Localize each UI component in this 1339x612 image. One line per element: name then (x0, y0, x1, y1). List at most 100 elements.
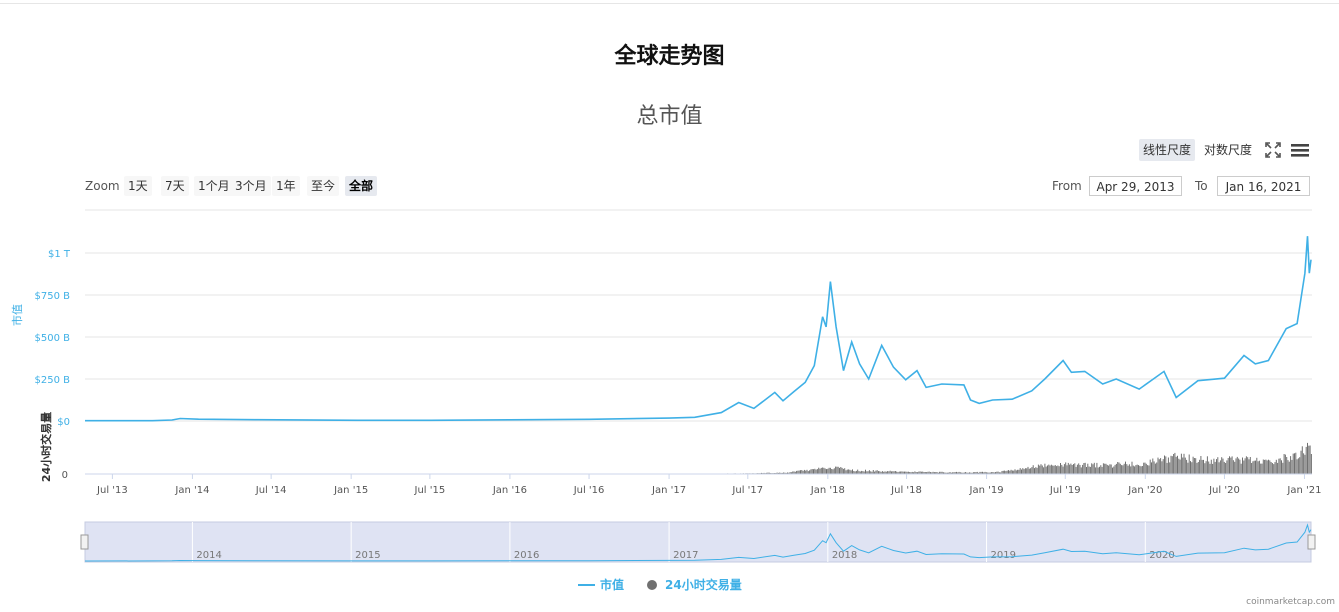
volume-bar (943, 472, 944, 474)
x-tick-label: Jul '18 (890, 485, 922, 496)
volume-bar (1108, 465, 1110, 474)
volume-bar (1015, 470, 1017, 474)
volume-bar (868, 470, 870, 474)
volume-bar (1089, 466, 1091, 474)
volume-bar (1299, 457, 1301, 474)
zoom-ytd-button[interactable]: 至今 (307, 176, 340, 196)
volume-bar (945, 472, 947, 474)
from-label: From (1052, 179, 1082, 193)
volume-bar (920, 471, 922, 474)
volume-bar (783, 472, 785, 474)
volume-bar (1170, 455, 1172, 474)
volume-bar (1278, 458, 1280, 474)
volume-bar (857, 469, 859, 474)
volume-bar (1284, 454, 1286, 474)
menu-icon[interactable] (1289, 139, 1311, 161)
x-tick-label: Jul '20 (1208, 485, 1240, 496)
volume-bar (1196, 462, 1198, 474)
from-date-input[interactable]: Apr 29, 2013 (1089, 176, 1182, 196)
volume-bar (931, 472, 933, 474)
log-scale-button[interactable]: 对数尺度 (1204, 143, 1253, 157)
fullscreen-icon[interactable] (1262, 139, 1284, 161)
volume-bar (919, 471, 921, 474)
zoom-7d-button[interactable]: 7天 (161, 176, 189, 196)
volume-bar (1088, 466, 1090, 474)
volume-bar (1269, 460, 1271, 474)
volume-bar (998, 472, 1000, 474)
volume-bar (1062, 466, 1064, 474)
volume-bar (842, 468, 844, 474)
volume-bar (1078, 463, 1080, 474)
to-date-input[interactable]: Jan 16, 2021 (1217, 176, 1310, 196)
volume-bar (1258, 460, 1260, 474)
volume-bar (1239, 459, 1241, 474)
volume-bar (1213, 458, 1215, 474)
zoom-1y-button[interactable]: 1年 (272, 176, 300, 196)
volume-bar (1004, 470, 1006, 474)
volume-bar (902, 471, 904, 474)
volume-bar (815, 469, 817, 474)
zoom-1d-button[interactable]: 1天 (124, 176, 152, 196)
volume-bar (1212, 463, 1214, 474)
volume-bar (863, 471, 865, 474)
navigator[interactable]: 2014 2015 2016 2017 2018 2019 2020 (80, 521, 1316, 563)
zoom-1m-button[interactable]: 1个月 (194, 176, 234, 196)
volume-bar (816, 469, 818, 474)
volume-bar (767, 472, 769, 474)
volume-bar (1245, 456, 1247, 474)
volume-bar (801, 470, 803, 474)
volume-bar (1290, 456, 1292, 474)
volume-bar (983, 472, 985, 474)
volume-bar (936, 472, 938, 474)
volume-bar (1257, 461, 1259, 474)
volume-bar (972, 472, 974, 474)
volume-bar (904, 471, 905, 474)
volume-bar (875, 470, 877, 474)
volume-bar (913, 472, 915, 474)
volume-bar (1282, 462, 1284, 474)
volume-bar (1268, 459, 1269, 474)
volume-bar (1132, 465, 1134, 474)
volume-bar (937, 472, 939, 474)
market-cap-series-line (85, 236, 1312, 422)
volume-bar (844, 468, 846, 474)
volume-bar (898, 471, 900, 474)
volume-bar (1161, 461, 1163, 474)
x-tick-label: Jan '21 (1286, 485, 1321, 496)
volume-bar (988, 472, 990, 474)
volume-bar (1265, 459, 1267, 474)
x-tick-label: Jul '15 (414, 485, 446, 496)
volume-bar (883, 471, 885, 474)
credit-link[interactable]: coinmarketcap.com (1246, 597, 1335, 607)
volume-bar (1050, 464, 1052, 474)
zoom-3m-button[interactable]: 3个月 (231, 176, 271, 196)
volume-bar (1123, 463, 1125, 474)
volume-bar (1010, 469, 1012, 474)
volume-bar (1000, 472, 1002, 474)
volume-bar (840, 467, 842, 474)
volume-bar (1157, 457, 1159, 474)
volume-bar (845, 470, 847, 474)
volume-bar (1018, 469, 1020, 474)
navigator-right-handle[interactable] (1307, 534, 1316, 550)
legend-volume-label[interactable]: 24小时交易量 (665, 577, 742, 592)
volume-bar (1048, 464, 1050, 474)
volume-bar (1187, 462, 1189, 474)
volume-bar (1297, 458, 1299, 474)
legend-marketcap-label[interactable]: 市值 (600, 577, 624, 592)
volume-bar (1248, 459, 1250, 474)
zoom-all-button[interactable]: 全部 (345, 176, 378, 196)
volume-bar (1174, 452, 1176, 474)
volume-bar (1153, 461, 1155, 474)
volume-bar (841, 467, 843, 474)
navigator-left-handle[interactable] (80, 534, 89, 550)
linear-scale-button[interactable]: 线性尺度 (1139, 139, 1196, 161)
volume-bar (1193, 458, 1195, 474)
volume-tick-label: 0 (62, 470, 68, 481)
volume-bar (950, 472, 952, 474)
volume-bar (1266, 460, 1268, 474)
volume-bar (909, 472, 911, 474)
volume-bar (823, 467, 825, 474)
volume-bar (1091, 463, 1093, 474)
volume-bar (1232, 460, 1234, 474)
